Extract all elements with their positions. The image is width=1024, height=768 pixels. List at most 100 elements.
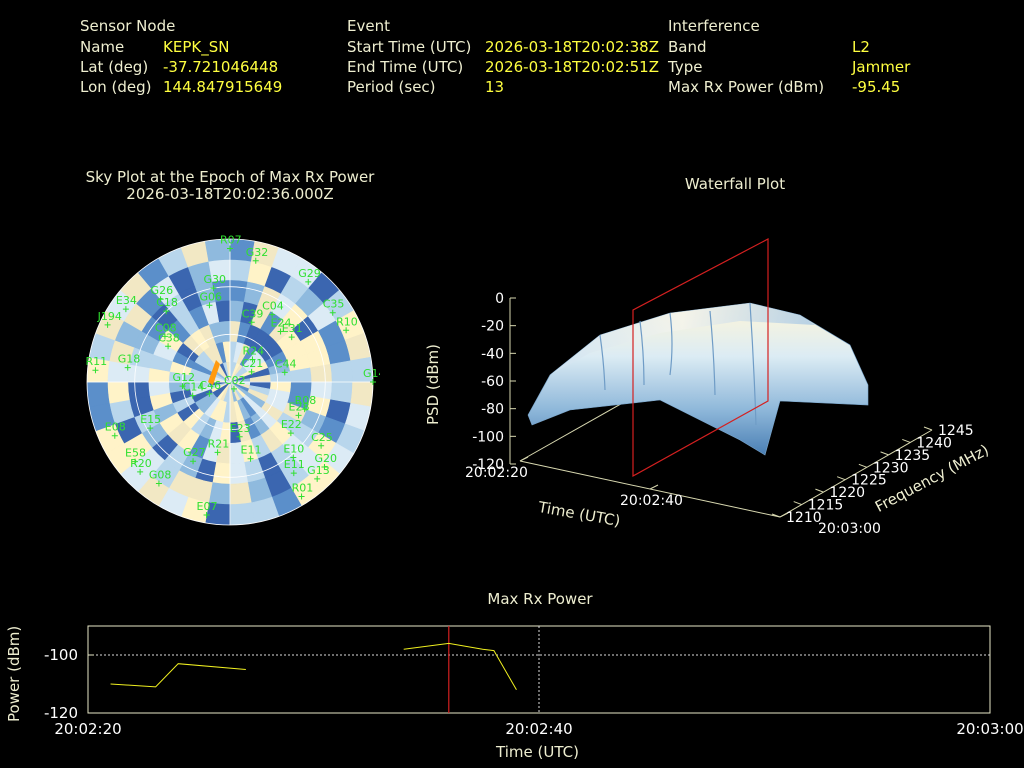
waterfall-freq-tick (923, 426, 933, 431)
waterfall-freq-tick (880, 451, 889, 456)
satellite-label: G14 (363, 367, 380, 380)
waterfall-z-tick-label: -60 (481, 374, 504, 390)
satellite-label: G30 (203, 273, 226, 286)
waterfall-z-tick-label: -40 (481, 346, 504, 362)
satellite-marker (210, 285, 217, 292)
satellite-marker (137, 468, 144, 475)
sky-cell (229, 482, 252, 505)
event-period-value: 13 (485, 78, 505, 96)
satellite-label: C46 (199, 379, 221, 392)
satellite-marker (230, 385, 237, 392)
sensor-lon-value: 144.847915649 (163, 78, 283, 96)
satellite-label: E23 (230, 422, 251, 435)
power-series-line (403, 642, 517, 691)
sky-cell (330, 360, 353, 383)
waterfall-ridge-line (669, 312, 673, 376)
waterfall-time-tick-label: 20:03:00 (818, 521, 881, 535)
satellite-marker (92, 367, 99, 374)
satellite-marker (298, 493, 305, 500)
satellite-marker (163, 308, 170, 315)
waterfall-time-tick (779, 512, 789, 518)
satellite-marker (203, 512, 210, 519)
x-tick-label: 20:02:20 (54, 720, 121, 738)
waterfall-ridge-line (639, 320, 645, 386)
satellite-marker (287, 430, 294, 437)
satellite-marker (179, 383, 186, 390)
waterfall-freq-tick-label: 1245 (938, 423, 974, 439)
satellite-marker (290, 470, 297, 477)
event-end-label: End Time (UTC) (347, 58, 464, 76)
satellite-label: R01 (292, 482, 314, 495)
satellite-label: E11 (241, 444, 262, 457)
interference-power-label: Max Rx Power (dBm) (668, 78, 825, 96)
satellite-marker (248, 368, 255, 375)
sky-plot-title: Sky Plot at the Epoch of Max Rx Power (85, 168, 375, 186)
satellite-marker (343, 327, 350, 334)
satellite-label: R07 (220, 234, 242, 247)
waterfall-time-tick-label: 20:02:20 (465, 465, 528, 481)
satellite-marker (321, 464, 328, 471)
sensor-name-label: Name (80, 38, 125, 56)
event-period-label: Period (sec) (347, 78, 436, 96)
sensor-lon-label: Lon (deg) (80, 78, 152, 96)
waterfall-zlabel: PSD (dBm) (424, 343, 442, 425)
waterfall-marker-plane (632, 238, 769, 478)
sky-plot-subtitle: 2026-03-18T20:02:36.000Z (126, 185, 334, 203)
interference-power-value: -95.45 (852, 78, 901, 96)
satellite-label: E31 (282, 322, 303, 335)
satellite-label: R24 (242, 345, 264, 358)
satellite-label: R11 (85, 355, 107, 368)
satellite-marker (301, 406, 308, 413)
satellite-marker (269, 311, 276, 318)
satellite-marker (132, 458, 139, 465)
satellite-label: G26 (151, 284, 174, 297)
event-end-value: 2026-03-18T20:02:51Z (485, 58, 659, 76)
satellite-marker (189, 392, 196, 399)
sensor-name-value: KEPK_SN (163, 38, 230, 56)
waterfall-freq-tick-label: 1230 (873, 460, 909, 476)
waterfall-freq-tick-label: 1215 (808, 498, 844, 514)
y-tick-label: -100 (44, 646, 78, 664)
satellite-marker (122, 306, 129, 313)
satellite-label: E08 (105, 421, 126, 434)
satellite-label: G08 (149, 469, 172, 482)
sky-cell (229, 502, 256, 525)
satellite-marker (124, 364, 131, 371)
satellite-marker (147, 425, 154, 432)
satellite-label: C39 (242, 307, 264, 320)
satellite-marker (295, 412, 302, 419)
satellite-marker (314, 475, 321, 482)
satellite-label: G18 (118, 353, 141, 366)
satellite-marker (252, 257, 259, 264)
waterfall-z-tick-label: -80 (481, 402, 504, 418)
waterfall-freq-tick-label: 1240 (916, 435, 952, 451)
satellite-label: C04 (262, 300, 284, 313)
satellite-label: E28 (289, 400, 310, 413)
satellite-label: E22 (281, 418, 302, 431)
waterfall-freq-tick (836, 476, 846, 481)
satellite-label: C14 (183, 381, 205, 394)
max-rx-power-title: Max Rx Power (487, 590, 593, 608)
satellite-marker (111, 432, 118, 439)
waterfall-freq-tick-label: 1225 (851, 473, 887, 489)
satellite-label: G12 (173, 371, 196, 384)
waterfall-time-tick (649, 484, 659, 490)
interference-band-value: L2 (852, 38, 870, 56)
satellite-marker (190, 458, 197, 465)
waterfall-z-tick-label: -20 (481, 319, 504, 335)
satellite-marker (305, 278, 312, 285)
waterfall-ridge-line (709, 310, 716, 396)
satellite-marker (248, 319, 255, 326)
jammer-direction-marker (208, 360, 220, 385)
waterfall-ridge-line (749, 302, 757, 426)
event-heading: Event (347, 17, 390, 35)
satellite-label: G06 (199, 290, 222, 303)
satellite-label: C35 (323, 298, 345, 311)
waterfall-freq-tick (771, 513, 781, 518)
waterfall-surface-ridge (550, 303, 815, 375)
sky-cell (350, 381, 373, 408)
satellite-label: E07 (197, 500, 218, 513)
waterfall-freq-tick-label: 1220 (829, 485, 865, 501)
waterfall-freq-tick (858, 463, 868, 468)
